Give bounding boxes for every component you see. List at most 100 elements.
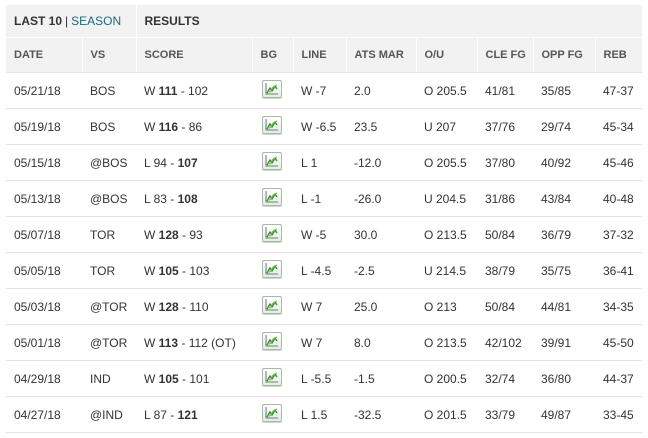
game-score: W 128 - 93	[136, 216, 252, 253]
opp-fg: 35/75	[533, 252, 595, 289]
opponent-link[interactable]: @TOR	[82, 288, 136, 325]
col-header-vs: VS	[82, 37, 137, 73]
rebounds: 36-41	[595, 252, 642, 289]
game-result: W	[144, 119, 156, 134]
game-date: 05/07/18	[6, 216, 82, 253]
game-row: 05/15/18 @BOS L 94 - 107 L 1 -12.0 O 205…	[6, 144, 642, 181]
game-line: L -4.5	[293, 252, 346, 289]
game-date: 05/15/18	[6, 144, 82, 181]
game-line: L -1	[293, 180, 346, 217]
rebounds: 33-45	[595, 396, 642, 433]
col-header-score: SCORE	[136, 37, 253, 73]
opp-points: 107	[177, 155, 198, 170]
opponent-link[interactable]: @BOS	[82, 180, 136, 217]
cle-points: 128	[158, 227, 179, 242]
opponent-link[interactable]: @TOR	[82, 324, 136, 361]
rebounds: 37-32	[595, 216, 642, 253]
ats-margin: 23.5	[346, 108, 416, 145]
cle-fg: 50/84	[477, 216, 533, 253]
ats-margin: -2.5	[346, 252, 416, 289]
opp-fg: 29/74	[533, 108, 595, 145]
rebounds: 45-34	[595, 108, 642, 145]
ats-margin: -12.0	[346, 144, 416, 181]
cle-points: 87	[153, 407, 167, 422]
opp-fg: 40/92	[533, 144, 595, 181]
ats-margin: -32.5	[346, 396, 416, 433]
box-score-cell	[252, 180, 293, 217]
chart-icon[interactable]	[262, 260, 282, 278]
game-score: W 116 - 86	[136, 108, 252, 145]
tab-separator: |	[65, 14, 69, 28]
game-row: 05/07/18 TOR W 128 - 93 W -5 30.0 O 213.…	[6, 216, 642, 253]
opponent-link[interactable]: BOS	[82, 72, 136, 109]
chart-icon[interactable]	[262, 224, 282, 242]
opp-fg: 39/91	[533, 324, 595, 361]
opponent-link[interactable]: BOS	[82, 108, 136, 145]
tab-last-10[interactable]: LAST 10	[14, 14, 63, 28]
game-line: W 7	[293, 324, 346, 361]
game-row: 05/21/18 BOS W 111 - 102 W -7 2.0 O 205.…	[6, 72, 642, 109]
game-line: L 1.5	[293, 396, 346, 433]
game-line: W -6.5	[293, 108, 346, 145]
chart-icon[interactable]	[262, 296, 282, 314]
cle-fg: 41/81	[477, 72, 533, 109]
opp-points: 86	[188, 119, 203, 134]
game-score: W 113 - 112 (OT)	[136, 324, 252, 361]
game-date: 04/27/18	[6, 396, 82, 433]
rebounds: 44-37	[595, 360, 642, 397]
col-header-bg: BG	[252, 37, 294, 73]
opp-points: 110	[189, 299, 209, 314]
box-score-cell	[252, 252, 293, 289]
cle-fg: 50/84	[477, 288, 533, 325]
opponent-link[interactable]: TOR	[82, 216, 136, 253]
col-header-ats-mar: ATS MAR	[346, 37, 417, 73]
ats-margin: 25.0	[346, 288, 416, 325]
ats-margin: 30.0	[346, 216, 416, 253]
chart-icon[interactable]	[262, 368, 282, 386]
game-score: L 83 - 108	[136, 180, 252, 217]
over-under: O 213	[416, 288, 477, 325]
game-line: L -5.5	[293, 360, 346, 397]
game-date: 05/13/18	[6, 180, 82, 217]
col-header-date: DATE	[6, 37, 83, 73]
chart-icon[interactable]	[262, 80, 282, 98]
over-under: O 213.5	[416, 324, 477, 361]
chart-icon[interactable]	[262, 332, 282, 350]
game-row: 05/03/18 @TOR W 128 - 110 W 7 25.0 O 213…	[6, 288, 642, 325]
box-score-cell	[252, 216, 293, 253]
chart-icon[interactable]	[262, 188, 282, 206]
opp-points: 112	[188, 335, 208, 350]
game-result: W	[144, 371, 156, 386]
game-date: 05/03/18	[6, 288, 82, 325]
game-result: W	[144, 263, 156, 278]
opponent-link[interactable]: @BOS	[82, 144, 136, 181]
box-score-cell	[252, 72, 293, 109]
cle-points: 83	[153, 191, 167, 206]
opponent-link[interactable]: IND	[82, 360, 136, 397]
chart-icon[interactable]	[262, 404, 282, 422]
cle-points: 113	[158, 335, 179, 350]
opponent-link[interactable]: TOR	[82, 252, 136, 289]
col-header-ou: O/U	[416, 37, 478, 73]
over-under: O 201.5	[416, 396, 477, 433]
game-line: L 1	[293, 144, 346, 181]
cle-fg: 42/102	[477, 324, 533, 361]
tab-season[interactable]: SEASON	[71, 14, 122, 28]
game-row: 05/01/18 @TOR W 113 - 112 (OT) W 7 8.0 O…	[6, 324, 642, 361]
cle-points: 128	[158, 299, 179, 314]
game-date: 05/05/18	[6, 252, 82, 289]
game-row: 05/19/18 BOS W 116 - 86 W -6.5 23.5 U 20…	[6, 108, 642, 145]
game-result: W	[144, 335, 156, 350]
chart-icon[interactable]	[262, 116, 282, 134]
opponent-link[interactable]: @IND	[82, 396, 136, 433]
chart-icon[interactable]	[262, 152, 282, 170]
ats-margin: -26.0	[346, 180, 416, 217]
game-line: W -7	[293, 72, 346, 109]
cle-fg: 37/80	[477, 144, 533, 181]
col-header-reb: REB	[595, 37, 643, 73]
results-body: 05/21/18 BOS W 111 - 102 W -7 2.0 O 205.…	[6, 72, 642, 433]
opp-fg: 43/84	[533, 180, 595, 217]
game-row: 04/29/18 IND W 105 - 101 L -5.5 -1.5 O 2…	[6, 360, 642, 397]
box-score-cell	[252, 396, 293, 433]
